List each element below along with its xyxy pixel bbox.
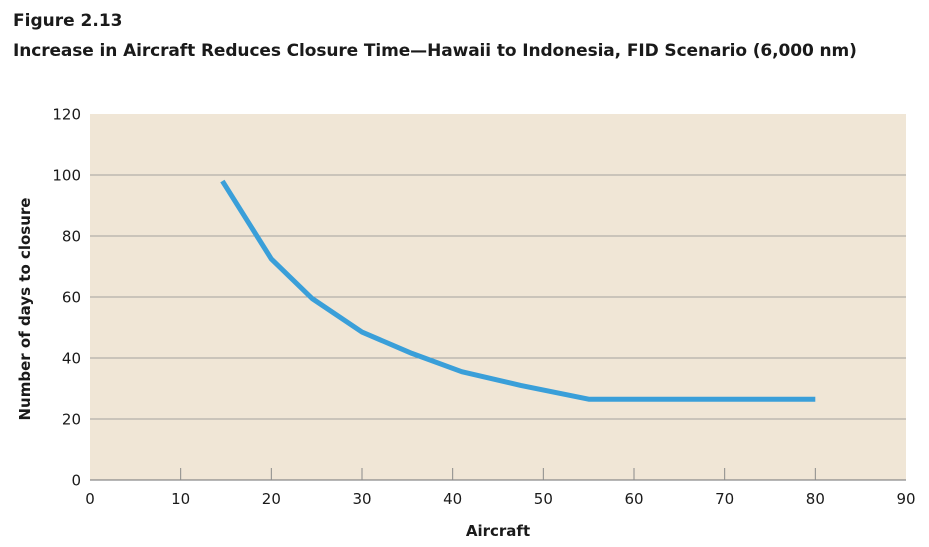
- x-tick-label: 70: [715, 490, 734, 508]
- y-tick-label: 40: [62, 350, 81, 368]
- x-tick-label: 30: [352, 490, 371, 508]
- x-tick-label: 10: [171, 490, 190, 508]
- x-tick-label: 20: [262, 490, 281, 508]
- y-tick-label: 100: [52, 167, 81, 185]
- x-axis-ticks: [180, 468, 816, 480]
- x-axis-title: Aircraft: [466, 522, 530, 540]
- figure-label: Figure 2.13: [13, 11, 123, 31]
- y-axis-title: Number of days to closure: [16, 198, 34, 421]
- y-axis-tick-labels: 0 20 40 60 80 100 120: [52, 106, 81, 490]
- x-tick-label: 0: [85, 490, 95, 508]
- series-line: [220, 179, 816, 402]
- x-axis-tick-labels: 0 10 20 30 40 50 60 70 80 90: [85, 490, 915, 508]
- gridlines: [90, 174, 906, 481]
- x-tick-label: 40: [443, 490, 462, 508]
- y-tick-label: 0: [71, 472, 81, 490]
- x-tick-label: 80: [806, 490, 825, 508]
- y-tick-label: 20: [62, 411, 81, 429]
- figure-title: Increase in Aircraft Reduces Closure Tim…: [13, 41, 857, 61]
- x-tick-label: 60: [624, 490, 643, 508]
- x-tick-label: 90: [896, 490, 915, 508]
- y-tick-label: 120: [52, 106, 81, 124]
- y-tick-label: 60: [62, 289, 81, 307]
- y-tick-label: 80: [62, 228, 81, 246]
- x-tick-label: 50: [534, 490, 553, 508]
